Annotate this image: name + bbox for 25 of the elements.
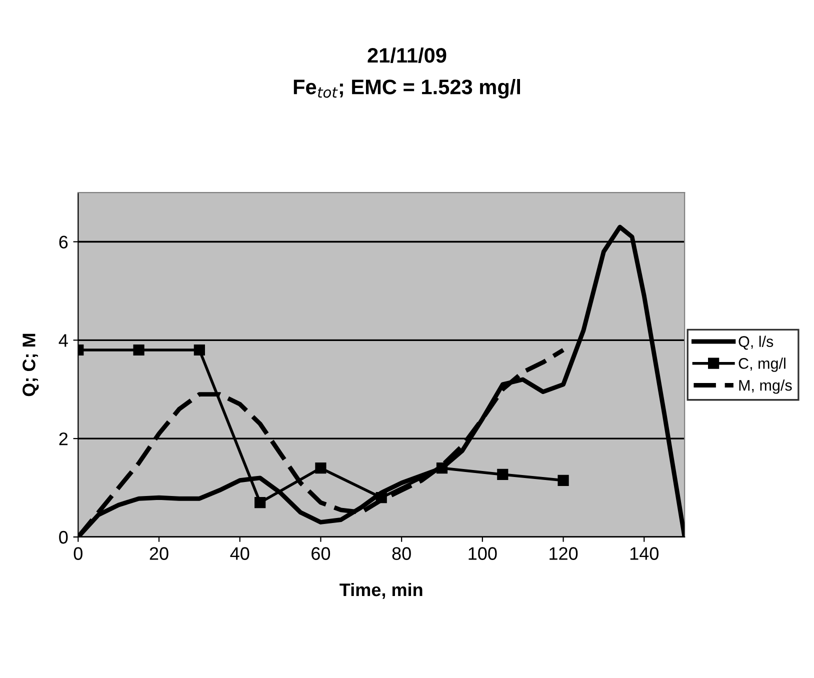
y-tick-label: 4 (58, 334, 68, 347)
y-axis-title: Q; C; M (22, 334, 39, 396)
legend-label: Q, l/s (738, 336, 774, 350)
point (497, 468, 508, 480)
x-tick-label: 0 (74, 547, 82, 560)
x-tick-label: 100 (468, 547, 497, 560)
legend-label: C, mg/l (738, 358, 786, 372)
y-tick-label: 6 (59, 236, 68, 248)
point (194, 344, 205, 356)
point (558, 474, 569, 486)
x-tick-label: 60 (312, 547, 330, 560)
point (315, 462, 326, 474)
chart-title: 21/11/09 Fe$_{tot}$; EMC = 1.523 mg/l (294, 47, 520, 99)
point (436, 462, 448, 474)
y-tick-label: 2 (59, 432, 68, 446)
x-tick-label: 20 (150, 547, 168, 560)
x-tick-label: 140 (630, 547, 659, 560)
x-tick-label: 80 (392, 547, 411, 560)
x-tick-label: 40 (230, 547, 250, 560)
point (254, 496, 266, 508)
legend-label: M, mg/s (739, 380, 792, 394)
x-axis-title: Time, min (340, 582, 422, 599)
point (133, 344, 144, 356)
y-tick-label: 0 (59, 530, 68, 544)
x-tick-label: 120 (550, 547, 578, 560)
